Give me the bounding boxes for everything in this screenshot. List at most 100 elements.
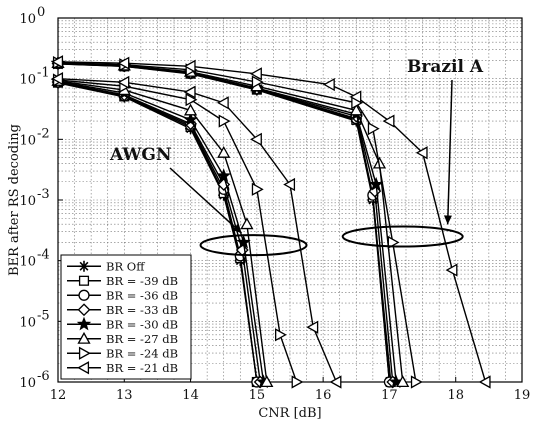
data-point [260, 375, 274, 388]
data-point [250, 132, 262, 146]
x-tick-label: 14 [182, 388, 199, 403]
legend-item: BR = -39 dB [67, 274, 178, 288]
data-point [382, 114, 395, 128]
y-tick-exponent: -3 [37, 187, 50, 202]
x-tick-label: 16 [315, 388, 332, 403]
y-tick-label: 10 [19, 376, 36, 391]
data-point [183, 103, 198, 116]
annotation-label: AWGN [109, 145, 172, 165]
data-point [367, 122, 380, 136]
data-point [368, 176, 384, 191]
data-point [322, 77, 335, 92]
y-tick-exponent: -5 [37, 308, 50, 323]
y-axis-title: BER after RS decoding [7, 124, 22, 276]
legend-label: BR = -24 dB [106, 346, 178, 360]
data-point [117, 56, 130, 70]
data-point [51, 55, 64, 69]
annotation-ellipse [341, 225, 464, 248]
series-line-brazil [57, 61, 417, 383]
x-tick-label: 13 [116, 388, 133, 403]
data-point [216, 96, 229, 110]
data-point [250, 67, 262, 81]
data-point [387, 235, 400, 250]
data-point [236, 234, 251, 249]
legend-marker [77, 361, 90, 375]
x-tick-label: 19 [514, 388, 531, 403]
annotation-arrow-head [443, 215, 452, 225]
y-tick-label: 10 [19, 315, 36, 330]
data-point [183, 59, 196, 73]
series-triangle-left [51, 55, 491, 389]
legend-label: BR Off [106, 259, 145, 273]
data-point [291, 375, 304, 389]
data-point [251, 75, 264, 89]
data-point [306, 320, 319, 334]
data-point [185, 93, 198, 107]
data-point [51, 72, 64, 86]
legend-item: BR = -30 dB [67, 316, 178, 331]
y-tick-label: 10 [19, 133, 36, 148]
legend-marker [76, 316, 92, 331]
x-tick-label: 17 [381, 388, 398, 403]
data-point [183, 112, 198, 126]
legend-item: BR = -27 dB [67, 332, 178, 346]
series-line-brazil [57, 61, 487, 383]
data-point [410, 375, 423, 389]
y-tick-exponent: -4 [37, 248, 50, 263]
x-tick-label: 15 [249, 388, 266, 403]
annotation-ellipse [199, 234, 308, 257]
data-point [275, 328, 287, 342]
series-line-awgn [57, 81, 261, 383]
y-tick-label: 10 [19, 73, 36, 88]
legend-item: BR = -33 dB [67, 303, 178, 317]
x-tick-label: 18 [447, 388, 464, 403]
y-tick-label: 10 [19, 194, 36, 209]
y-tick-label: 10 [19, 255, 36, 270]
data-point [349, 90, 362, 104]
legend-marker [78, 260, 90, 272]
legend-label: BR = -33 dB [106, 303, 178, 317]
data-point [396, 375, 410, 388]
legend-label: BR = -36 dB [106, 288, 178, 302]
legend-marker [77, 303, 91, 317]
annotation-arrow-line [446, 79, 453, 225]
data-point [445, 263, 458, 277]
data-point [251, 182, 264, 196]
legend-marker [77, 331, 91, 344]
annotation-arrow-line [169, 167, 243, 234]
x-tick-label: 12 [50, 388, 67, 403]
legend-marker [78, 275, 90, 286]
series-line-awgn [57, 80, 268, 383]
x-axis-title: CNR [dB] [258, 406, 321, 421]
legend-label: BR = -30 dB [106, 317, 178, 331]
y-tick-exponent: 0 [37, 5, 45, 20]
legend-label: BR = -39 dB [106, 274, 178, 288]
series-group [50, 55, 491, 389]
legend-label: BR = -27 dB [106, 332, 178, 346]
annotation-label: Brazil A [407, 57, 484, 77]
data-point [415, 146, 428, 160]
data-point [478, 375, 491, 389]
y-tick-exponent: -2 [37, 126, 50, 141]
y-tick-label: 10 [19, 12, 36, 27]
legend-box [60, 254, 192, 380]
data-point [349, 103, 363, 116]
series-line-awgn [57, 81, 258, 383]
legend-item: BR = -36 dB [67, 288, 178, 302]
legend-marker [78, 289, 90, 301]
annotations: AWGN Brazil A [109, 57, 484, 257]
series-line-awgn [57, 78, 338, 383]
legend-label: BR = -21 dB [106, 361, 178, 375]
legend-item: BR = -24 dB [67, 346, 178, 360]
data-point [216, 168, 231, 182]
legend-item: BR Off [67, 259, 145, 273]
data-point [117, 75, 130, 89]
data-point [217, 145, 231, 158]
data-point [240, 217, 254, 230]
y-tick-exponent: -6 [37, 369, 50, 384]
legend-item: BR = -21 dB [67, 361, 178, 375]
data-point [283, 177, 296, 192]
